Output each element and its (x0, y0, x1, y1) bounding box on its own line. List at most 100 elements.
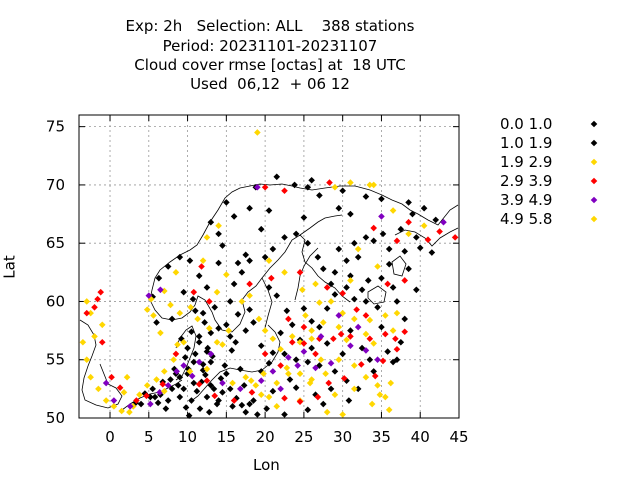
legend-entry-5: 3.9 4.9 (500, 191, 553, 209)
station-point-1 (257, 342, 265, 350)
station-point-1 (416, 244, 424, 252)
station-point-1 (238, 269, 246, 276)
station-point-3 (370, 340, 377, 347)
station-point-4 (203, 377, 211, 385)
station-point-4 (362, 312, 370, 319)
station-point-2 (432, 216, 440, 224)
station-point-1 (362, 234, 370, 241)
station-point-1 (364, 277, 372, 284)
station-point-2 (223, 199, 230, 206)
station-point-1 (339, 187, 346, 195)
denmark-coast (175, 325, 197, 381)
station-point-3 (374, 382, 381, 389)
station-point-3 (362, 330, 370, 338)
station-point-3 (323, 408, 331, 416)
station-point-4 (401, 277, 409, 284)
station-point-2 (203, 284, 211, 291)
x-tick-label: 15 (217, 428, 236, 446)
station-point-5 (285, 354, 292, 361)
station-point-4 (337, 330, 345, 338)
station-point-2 (347, 210, 354, 218)
station-point-1 (269, 349, 277, 357)
station-point-4 (371, 372, 379, 380)
title-line-4: Used 06,12 + 06 12 (190, 75, 350, 93)
station-point-4 (94, 295, 101, 303)
station-point-4 (300, 323, 308, 331)
station-point-6 (120, 389, 128, 396)
station-point-2 (233, 394, 240, 402)
plot-frame (78, 114, 460, 419)
station-point-4 (339, 290, 346, 297)
station-point-1 (288, 321, 296, 329)
station-point-4 (370, 224, 377, 232)
station-point-6 (343, 336, 350, 344)
station-point-1 (389, 284, 397, 291)
legend-marker-5 (590, 196, 598, 204)
station-point-3 (362, 373, 370, 381)
x-tick-label: 10 (178, 428, 197, 446)
station-point-1 (207, 218, 215, 226)
station-point-1 (176, 393, 184, 401)
station-point-3 (161, 287, 168, 295)
y-tick-label: 65 (46, 234, 65, 252)
station-point-1 (308, 317, 315, 325)
station-point-3 (95, 385, 102, 393)
station-point-5 (378, 213, 385, 220)
station-point-2 (184, 370, 191, 378)
station-point-1 (323, 305, 331, 312)
station-point-1 (211, 303, 219, 311)
station-point-1 (203, 393, 211, 401)
station-point-2 (362, 193, 370, 200)
y-tick-label: 70 (46, 176, 65, 194)
station-point-1 (188, 397, 195, 404)
station-point-2 (171, 365, 178, 373)
station-point-2 (230, 213, 238, 220)
station-point-2 (137, 400, 145, 408)
station-point-1 (405, 265, 412, 273)
station-point-2 (257, 225, 265, 233)
station-point-1 (316, 192, 323, 199)
station-point-5 (300, 348, 308, 355)
station-point-1 (186, 257, 194, 264)
gulf-bothnia (261, 247, 319, 329)
station-point-2 (226, 333, 234, 340)
station-point-4 (97, 288, 105, 296)
legend-entry-2: 1.0 1.9 (500, 134, 553, 152)
scandinavia-coastline (149, 183, 459, 301)
station-point-1 (213, 400, 221, 408)
station-point-1 (300, 305, 308, 312)
station-point-3 (194, 315, 201, 323)
station-point-3 (374, 263, 381, 270)
station-point-1 (292, 356, 300, 364)
station-point-3 (405, 230, 412, 238)
station-point-6 (172, 269, 180, 276)
station-point-2 (354, 385, 362, 393)
station-point-3 (277, 345, 284, 353)
legend-entry-4: 2.9 3.9 (500, 172, 553, 190)
station-point-4 (159, 380, 167, 388)
station-point-5 (277, 385, 284, 393)
station-point-3 (213, 338, 221, 346)
station-point-1 (358, 344, 366, 352)
station-point-2 (413, 234, 420, 241)
station-point-1 (401, 248, 409, 255)
station-point-4 (401, 328, 409, 336)
station-point-2 (420, 204, 428, 212)
station-point-4 (326, 179, 333, 186)
station-point-4 (330, 335, 337, 343)
station-point-1 (195, 338, 203, 346)
station-point-3 (339, 411, 346, 418)
station-point-3 (143, 306, 151, 313)
station-point-2 (226, 385, 234, 393)
title-line-1: Exp: 2h Selection: ALL 388 stations (125, 17, 415, 35)
station-point-4 (248, 389, 256, 396)
station-point-4 (392, 335, 399, 343)
station-point-3 (170, 356, 177, 364)
station-point-4 (211, 392, 219, 400)
station-point-1 (428, 249, 436, 256)
uk-coast (79, 319, 123, 409)
station-point-2 (308, 344, 315, 352)
station-point-1 (401, 315, 409, 323)
station-point-3 (161, 368, 168, 375)
station-point-1 (269, 387, 277, 395)
